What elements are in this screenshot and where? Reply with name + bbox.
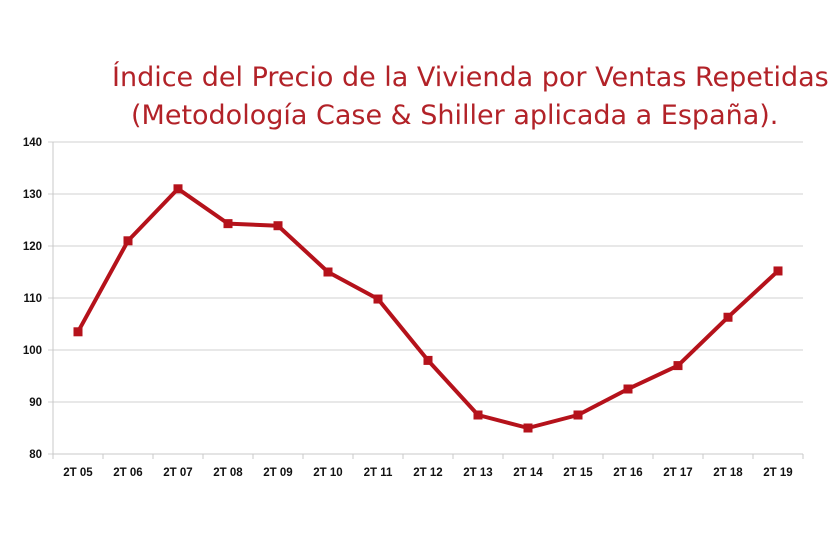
x-tick-label: 2T 16 [613, 467, 642, 479]
y-tick-label: 110 [23, 293, 42, 305]
x-tick-label: 2T 13 [463, 467, 492, 479]
data-point-marker [473, 410, 483, 420]
data-point-marker [523, 423, 533, 433]
x-tick-label: 2T 09 [263, 467, 292, 479]
series-line [76, 186, 780, 430]
x-tick-label: 2T 11 [364, 467, 393, 479]
data-point-marker [673, 361, 683, 371]
x-tick-label: 2T 08 [213, 467, 243, 479]
x-tick-label: 2T 05 [63, 467, 93, 479]
y-tick-label: 120 [23, 241, 42, 253]
x-tick-label: 2T 12 [413, 467, 442, 479]
data-point-marker [773, 266, 783, 276]
data-point-marker [373, 294, 383, 304]
x-tick-label: 2T 07 [163, 467, 192, 479]
data-point-marker [573, 410, 583, 420]
x-tick-label: 2T 18 [713, 467, 743, 479]
x-tick-label: 2T 14 [513, 467, 543, 479]
data-point-marker [723, 312, 733, 322]
y-tick-label: 130 [23, 189, 42, 201]
y-tick-label: 80 [29, 449, 42, 461]
chart-title: Índice del Precio de la Vivienda por Ven… [112, 62, 829, 93]
data-point-marker [223, 219, 233, 229]
x-tick-label: 2T 06 [113, 467, 142, 479]
data-point-marker [323, 267, 333, 277]
y-tick-label: 90 [29, 397, 42, 409]
x-tick-label: 2T 10 [313, 467, 342, 479]
chart-subtitle: (Metodología Case & Shiller aplicada a E… [131, 100, 779, 131]
y-tick-label: 100 [23, 345, 42, 357]
data-point-marker [423, 355, 433, 365]
data-point-marker [73, 327, 83, 337]
data-point-marker [123, 236, 133, 246]
data-point-marker [273, 221, 283, 231]
data-point-marker [623, 384, 633, 394]
x-tick-label: 2T 15 [563, 467, 593, 479]
x-tick-label: 2T 17 [663, 467, 692, 479]
x-tick-label: 2T 19 [763, 467, 792, 479]
y-tick-label: 140 [23, 137, 42, 149]
data-point-marker [173, 184, 183, 194]
